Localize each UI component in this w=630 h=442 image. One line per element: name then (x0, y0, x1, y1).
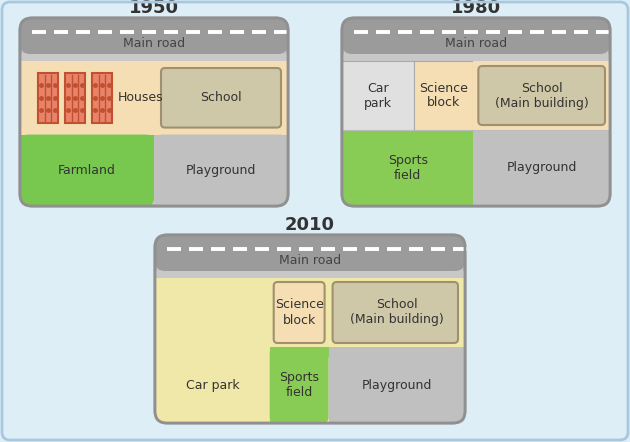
Text: Main road: Main road (123, 38, 185, 50)
FancyBboxPatch shape (161, 68, 281, 128)
Text: Science
block: Science block (275, 298, 324, 327)
Bar (270, 347, 329, 357)
Text: 2010: 2010 (285, 216, 335, 234)
Text: Car park: Car park (186, 378, 239, 392)
Bar (473, 130, 610, 140)
Text: School
(Main building): School (Main building) (350, 298, 444, 327)
Bar (329, 347, 465, 357)
FancyBboxPatch shape (473, 130, 610, 206)
FancyBboxPatch shape (270, 347, 329, 423)
FancyBboxPatch shape (273, 282, 324, 343)
Bar (342, 130, 473, 140)
Bar (329, 347, 338, 423)
Bar (20, 54, 288, 61)
FancyBboxPatch shape (155, 235, 465, 271)
Bar (415, 61, 473, 130)
Text: Houses: Houses (118, 91, 164, 104)
Text: Playground: Playground (507, 161, 577, 175)
Bar (155, 278, 465, 288)
Bar (154, 134, 288, 145)
Text: School
(Main building): School (Main building) (495, 81, 588, 110)
Text: School: School (200, 91, 242, 104)
Bar (473, 130, 483, 206)
Text: Main road: Main road (445, 38, 507, 50)
FancyBboxPatch shape (333, 282, 458, 343)
FancyBboxPatch shape (20, 18, 288, 54)
Bar (463, 130, 473, 206)
FancyBboxPatch shape (478, 66, 605, 125)
FancyBboxPatch shape (20, 134, 154, 206)
Bar (92, 73, 112, 123)
FancyBboxPatch shape (155, 278, 465, 423)
FancyBboxPatch shape (342, 18, 610, 54)
FancyBboxPatch shape (342, 130, 473, 206)
Bar (342, 130, 610, 131)
Text: 1980: 1980 (451, 0, 501, 17)
Bar (20, 61, 154, 134)
Bar (342, 61, 610, 130)
Text: Sports
field: Sports field (387, 154, 428, 182)
Text: 1950: 1950 (129, 0, 179, 17)
Bar (154, 61, 288, 134)
Text: Farmland: Farmland (58, 164, 116, 177)
Text: Playground: Playground (362, 378, 432, 392)
Bar (270, 347, 280, 423)
Bar (473, 61, 610, 130)
Bar (20, 134, 154, 145)
FancyBboxPatch shape (329, 347, 465, 423)
Text: Playground: Playground (186, 164, 256, 177)
Text: Sports
field: Sports field (279, 371, 319, 399)
Text: Main road: Main road (279, 255, 341, 267)
FancyBboxPatch shape (342, 18, 610, 206)
Bar (65, 73, 85, 123)
Bar (155, 271, 465, 278)
FancyBboxPatch shape (154, 134, 288, 206)
Text: Science
block: Science block (420, 81, 468, 110)
Bar (38, 73, 58, 123)
Text: Car
park: Car park (364, 81, 392, 110)
FancyBboxPatch shape (155, 235, 465, 423)
Bar (342, 61, 415, 130)
Bar (342, 54, 610, 61)
FancyBboxPatch shape (20, 18, 288, 206)
